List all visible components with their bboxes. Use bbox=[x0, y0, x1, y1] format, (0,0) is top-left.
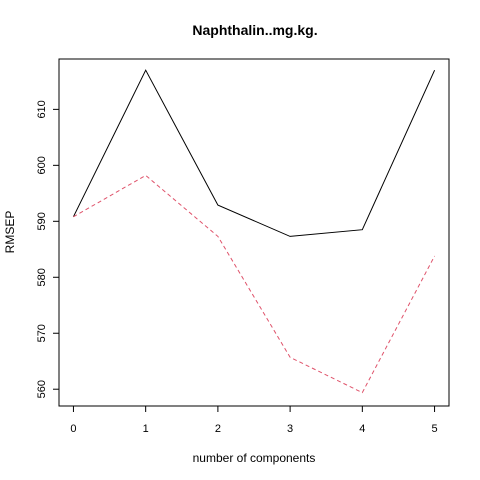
series-layer bbox=[72, 69, 436, 394]
y-axis: 560 570 580 590 600 610 bbox=[36, 100, 60, 398]
y-tick-label: 600 bbox=[36, 156, 48, 174]
x-tick-label: 0 bbox=[70, 423, 76, 435]
y-tick-label: 580 bbox=[36, 268, 48, 286]
x-tick-label: 1 bbox=[143, 423, 149, 435]
x-tick-label: 5 bbox=[431, 423, 437, 435]
series-line-2 bbox=[73, 174, 436, 394]
x-axis-label: number of components bbox=[193, 451, 316, 465]
y-tick-label: 610 bbox=[36, 100, 48, 118]
y-tick-label: 570 bbox=[36, 324, 48, 342]
y-tick-label: 560 bbox=[36, 380, 48, 398]
y-axis-label: RMSEP bbox=[3, 211, 17, 254]
x-axis: 0 1 2 3 4 5 bbox=[70, 405, 438, 435]
plot-frame bbox=[58, 58, 450, 407]
chart-title: Naphthalin..mg.kg. bbox=[192, 22, 317, 38]
x-tick-label: 2 bbox=[215, 423, 221, 435]
series-line-1 bbox=[72, 69, 436, 237]
x-tick-label: 3 bbox=[287, 423, 293, 435]
x-tick-label: 4 bbox=[359, 423, 365, 435]
y-tick-label: 590 bbox=[36, 212, 48, 230]
